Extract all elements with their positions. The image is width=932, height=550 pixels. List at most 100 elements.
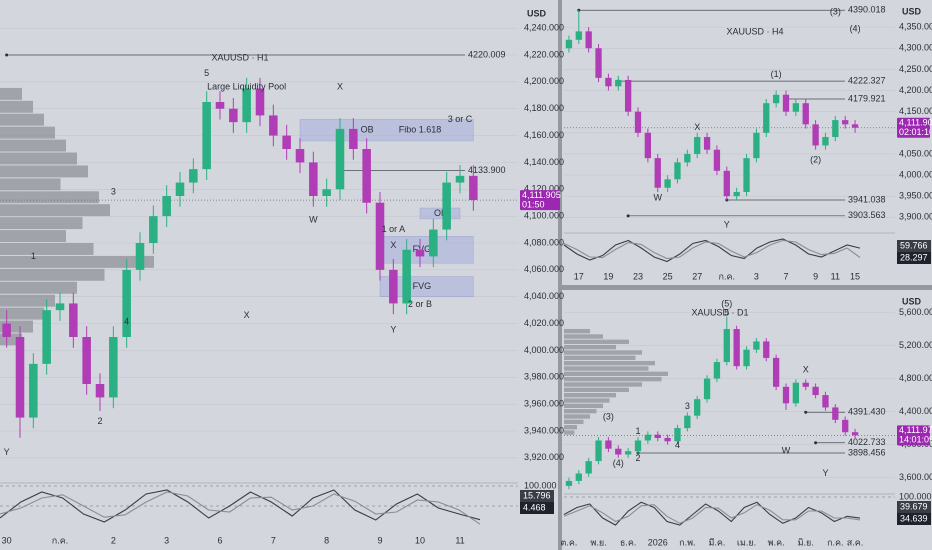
y-tick-label: 4,020.000	[524, 318, 564, 328]
candle-body	[782, 386, 790, 404]
candle-body	[654, 158, 661, 188]
volume-bar	[0, 320, 33, 333]
x-tick-label: ธ.ค.	[620, 537, 637, 547]
annotation: Y	[724, 219, 730, 229]
x-tick-label: ต.ค.	[560, 537, 577, 547]
candle-body	[674, 162, 681, 180]
candle-body	[375, 202, 385, 270]
candle-body	[713, 149, 721, 171]
price-tag-time: 01:50	[522, 200, 545, 210]
candle-body	[175, 182, 185, 196]
candle-body	[634, 440, 642, 452]
annotation: X	[244, 310, 250, 320]
candle-body	[122, 269, 131, 337]
y-tick-label: 4,040.000	[524, 291, 564, 301]
annotation: Y	[4, 447, 10, 457]
level-label: 4222.327	[848, 75, 886, 85]
annotation: W	[782, 446, 791, 456]
oscillator-tag	[520, 490, 554, 502]
candle-body	[415, 249, 425, 257]
annotation: X	[390, 240, 396, 250]
candle-body	[565, 39, 573, 49]
oscillator-tag-label: 34.639	[900, 513, 928, 523]
candle-body	[624, 451, 632, 455]
candle-body	[455, 175, 465, 183]
volume-bar	[564, 366, 649, 371]
candle-body	[585, 461, 592, 474]
currency-label[interactable]: USD	[902, 6, 922, 16]
y-tick-label: 4,200.000	[524, 76, 564, 86]
volume-bar	[564, 334, 603, 339]
x-tick-label: 27	[692, 271, 702, 281]
candle-body	[15, 337, 25, 418]
candle-body	[743, 158, 750, 192]
oscillator-tick-label: 100.000	[524, 480, 557, 490]
volume-bar	[0, 87, 22, 100]
volume-bar	[0, 294, 55, 307]
currency-label[interactable]: USD	[902, 296, 922, 306]
level-dot	[577, 8, 581, 12]
zone	[379, 235, 474, 264]
annotation: (4)	[613, 458, 624, 468]
volume-bar	[564, 409, 597, 414]
candle-body	[269, 115, 278, 136]
oscillator-tag-label: 39.679	[900, 501, 928, 511]
y-tick-label: 4,050.000	[899, 148, 932, 158]
annotation: X	[694, 122, 700, 132]
candle-body	[792, 103, 800, 112]
x-tick-label: 19	[603, 271, 613, 281]
candle-body	[2, 323, 11, 337]
candle-body	[595, 440, 602, 462]
x-tick-label: 3	[754, 271, 759, 281]
y-tick-label: 4,080.000	[524, 237, 564, 247]
x-tick-label: 9	[377, 535, 382, 545]
panel-divider	[562, 285, 932, 290]
candle-body	[29, 363, 38, 418]
candle-body	[402, 249, 411, 304]
volume-bar	[0, 178, 61, 191]
y-tick-label: 4,200.000	[899, 85, 932, 95]
volume-bar	[564, 339, 629, 344]
annotation: (3)	[830, 7, 841, 17]
annotation: 2 or B	[408, 299, 432, 309]
candle-body	[135, 243, 145, 270]
x-tick-label: 11	[455, 535, 464, 545]
annotation: 3	[685, 401, 690, 411]
candle-body	[812, 124, 819, 146]
volume-bar	[0, 100, 33, 113]
annotation: 1	[635, 426, 640, 436]
candle-body	[615, 79, 622, 87]
annotation: Large Liquidity Pool	[207, 82, 286, 92]
candle-body	[575, 31, 582, 40]
level-label: 3903.563	[848, 210, 886, 220]
oscillator-tag	[897, 252, 931, 264]
price-tag-time: 02:01:10	[899, 127, 932, 137]
candle-body	[812, 386, 819, 396]
candle-body	[429, 229, 438, 257]
candle-body	[644, 132, 652, 159]
candle-body	[469, 175, 478, 201]
annotation: 1	[31, 251, 36, 261]
annotation: Y	[822, 468, 828, 478]
currency-label[interactable]: USD	[527, 8, 547, 18]
volume-bar	[564, 393, 616, 398]
candle-body	[654, 434, 661, 438]
y-tick-label: 3,940.000	[524, 425, 564, 435]
oscillator-tag	[897, 240, 931, 252]
oscillator-line	[563, 238, 861, 263]
candle-body	[753, 132, 760, 159]
annotation: X	[337, 82, 343, 92]
candle-body	[595, 48, 602, 78]
candle-body	[694, 137, 701, 154]
panel-divider	[558, 0, 562, 550]
candle-body	[295, 149, 305, 163]
oscillator-tag	[897, 513, 931, 525]
oscillator-tag	[520, 502, 554, 514]
volume-bar	[0, 139, 66, 152]
candle-body	[362, 149, 371, 203]
chart-title: XAUUSD · H4	[726, 26, 783, 36]
volume-bar	[0, 243, 94, 255]
candle-body	[822, 395, 829, 408]
annotation: Fibo 1.618	[399, 125, 442, 135]
